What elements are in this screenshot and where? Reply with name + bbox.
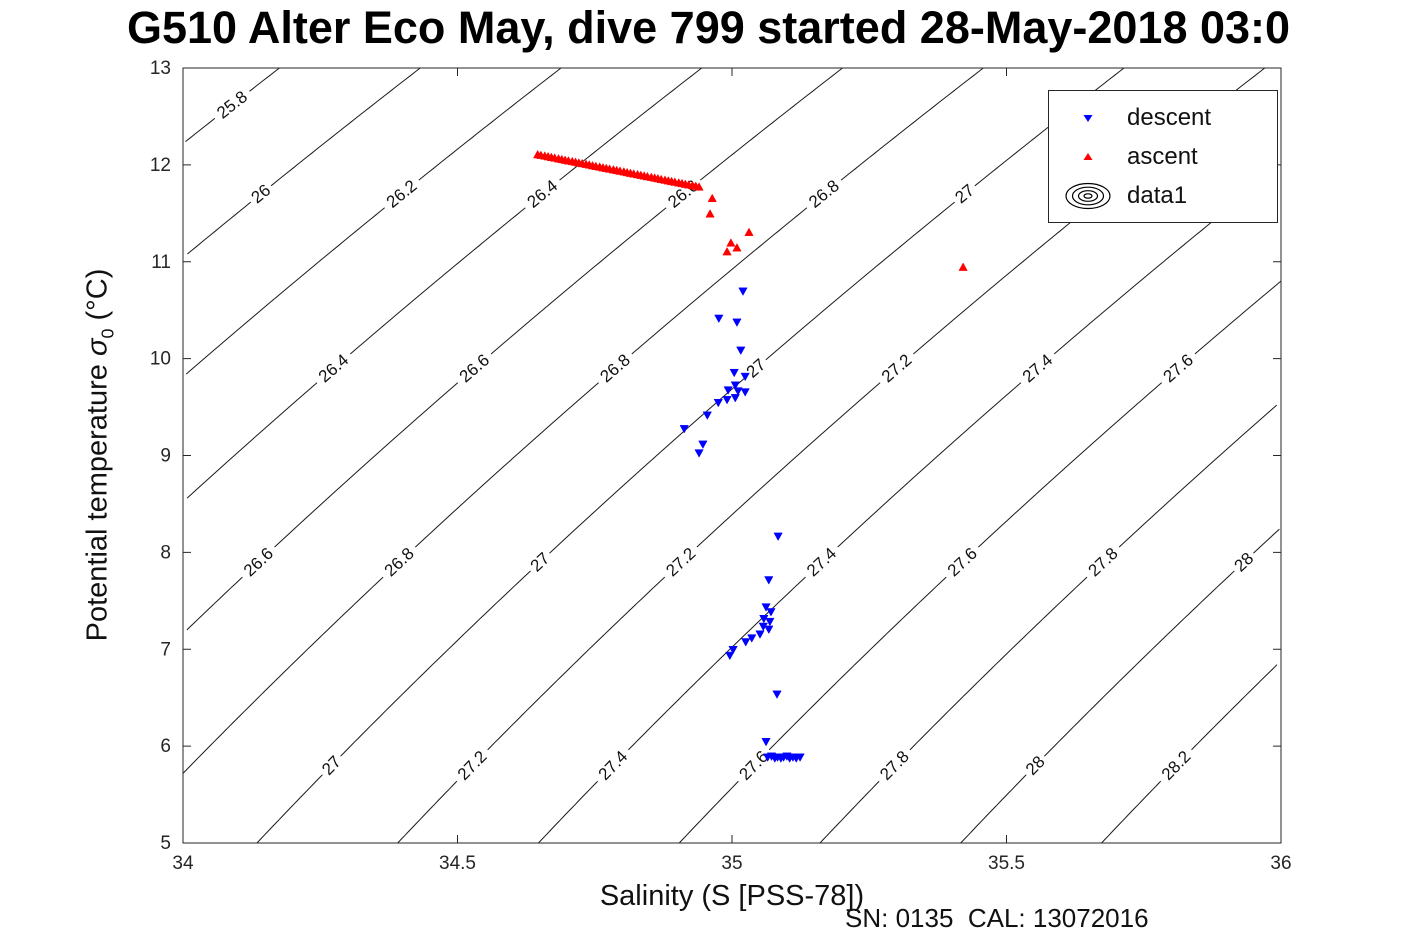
descent-marker (728, 646, 738, 655)
descent-marker (732, 318, 742, 327)
contour-label: 26.4 (519, 172, 566, 216)
y-tick-label: 7 (160, 639, 171, 660)
descent-marker (730, 394, 740, 403)
descent-marker (723, 386, 733, 395)
ascent-marker-icon (1055, 150, 1121, 164)
descent-marker (698, 440, 708, 449)
ascent-marker (722, 246, 732, 256)
svg-text:26: 26 (248, 181, 275, 208)
descent-marker (765, 617, 775, 627)
descent-marker (713, 398, 723, 408)
contour-labels: 25.826 26.226.426.426.626.626.626.826.826… (208, 83, 1270, 789)
descent-marker (722, 396, 732, 405)
descent-marker (730, 381, 740, 390)
contour-label: 27.4 (1014, 346, 1061, 391)
descent-marker (729, 368, 739, 378)
legend-item-data1: data1 (1055, 177, 1271, 214)
descent-marker (714, 314, 724, 324)
y-tick-label: 5 (160, 833, 171, 854)
y-tick-label: 9 (160, 446, 171, 467)
contour-label: 26 (244, 177, 278, 210)
x-tick-label: 34.5 (439, 853, 476, 874)
contour-label: 25.8 (208, 83, 256, 127)
legend: descent ascent data1 (1048, 90, 1278, 223)
axes: 34 34.5 35 35.5 36 5 6 7 8 9 10 11 12 13 (150, 58, 1292, 874)
descent-marker (740, 388, 750, 397)
ascent-marker (707, 193, 717, 203)
contour-label: 26.6 (451, 346, 498, 391)
ascent-marker (732, 243, 742, 252)
descent-marker (738, 287, 748, 296)
legend-label-ascent: ascent (1127, 142, 1198, 170)
ascent-marker (694, 182, 704, 191)
descent-marker (736, 346, 746, 356)
descent-marker (679, 425, 689, 434)
descent-marker (733, 387, 743, 396)
contour-label: 27 (948, 177, 982, 210)
ascent-marker (705, 209, 715, 218)
contour-label: 27.4 (798, 539, 845, 585)
ascent-marker (726, 238, 736, 247)
contour-label: 27.6 (1155, 346, 1202, 391)
descent-marker (741, 638, 751, 647)
contour-label: 27.2 (873, 346, 920, 391)
chart-title: G510 Alter Eco May, dive 799 started 28-… (126, 2, 1291, 53)
x-tick-label: 34 (172, 853, 194, 874)
descent-marker (740, 372, 750, 382)
legend-label-data1: data1 (1127, 181, 1188, 209)
descent-marker (764, 625, 774, 635)
contour-label: 26.2 (378, 172, 426, 216)
descent-marker (761, 738, 771, 747)
y-tick-label: 11 (151, 252, 171, 273)
descent-marker (795, 753, 805, 762)
contour-label: 26.4 (310, 346, 357, 391)
y-tick-label: 10 (150, 349, 171, 370)
y-tick-label: 13 (150, 58, 171, 79)
y-tick-label: 6 (160, 736, 171, 757)
descent-marker (725, 651, 735, 661)
legend-label-descent: descent (1127, 103, 1212, 131)
x-tick-label: 35 (721, 853, 742, 874)
descent-marker (761, 603, 771, 612)
y-tick-label: 8 (160, 542, 171, 563)
contour-label: 26.8 (800, 172, 848, 216)
ascent-marker (744, 227, 754, 236)
descent-marker (694, 449, 704, 458)
descent-marker (773, 532, 783, 542)
y-tick-label: 12 (150, 155, 171, 176)
x-axis-label: Salinity (S [PSS-78]) (599, 880, 865, 912)
contour-label: 26.8 (592, 346, 639, 391)
serial-cal-annotation: SN: 0135 CAL: 13072016 (845, 903, 1149, 933)
descent-marker (755, 630, 765, 639)
data-markers (533, 149, 968, 763)
descent-marker (766, 608, 776, 617)
ascent-marker (958, 262, 968, 271)
x-tick-label: 36 (1270, 853, 1291, 874)
x-tick-label: 35.5 (988, 853, 1025, 874)
legend-item-descent: descent (1055, 99, 1271, 136)
descent-triangle-icon (1083, 114, 1093, 122)
descent-marker (772, 690, 782, 699)
descent-marker (764, 576, 774, 585)
ascent-triangle-icon (1083, 152, 1093, 160)
legend-item-ascent: ascent (1055, 138, 1271, 175)
descent-marker-icon (1055, 111, 1121, 125)
descent-marker (702, 411, 712, 420)
svg-text:27: 27 (951, 181, 978, 208)
contour-rings-icon (1055, 181, 1121, 211)
